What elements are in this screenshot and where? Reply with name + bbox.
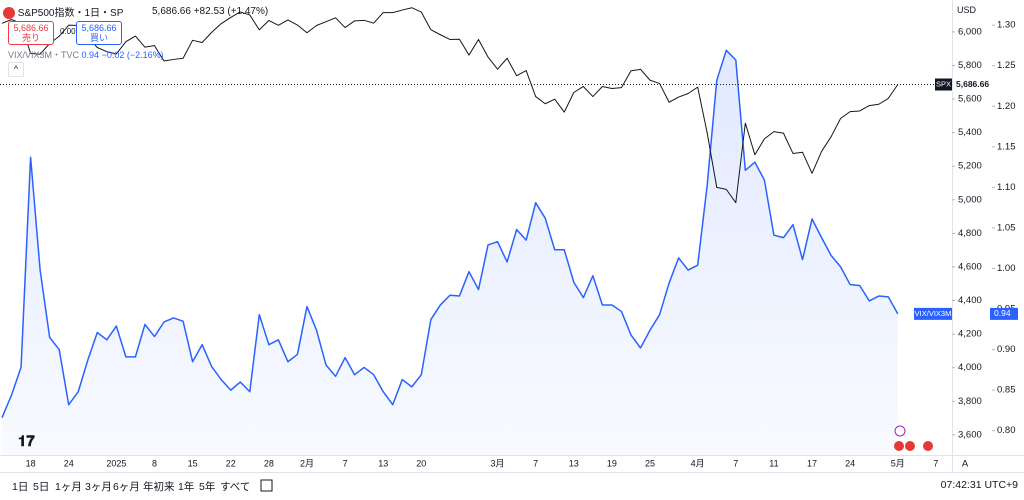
y2-tick-label: 1.25 [997,60,1016,71]
clock: 07:42:31 UTC+9 [940,479,1018,491]
x-tick-label: 7 [933,458,938,468]
value-tag [953,78,991,91]
x-tick-label: 13 [378,458,388,468]
range-button[interactable]: 1年 [178,481,195,493]
x-tick-label: 2025 [106,458,126,468]
range-button[interactable]: 年初来 [143,481,175,493]
value-tag [990,307,1018,320]
series-tag-name: SPX [936,79,951,88]
y2-tick-label: 1.30 [997,20,1016,31]
range-button[interactable]: 5日 [33,481,50,493]
line [1,7,899,204]
sell-price: 5,686.66 [13,23,49,33]
sell-button[interactable]: 5,686.66 売り [8,21,54,45]
range-button[interactable]: すべて [220,481,251,493]
range-button[interactable]: 3ヶ月 [85,481,112,493]
buy-label: 買い [89,33,108,43]
value-label: 0.94 [994,308,1011,318]
series-tag [914,307,952,320]
x-tick-label: 17 [807,458,817,468]
buy-price: 5,686.66 [81,23,117,33]
series-tag-name: VIX/VIX3M [915,309,952,318]
y-tick-label: 4,400 [958,295,982,306]
currency[interactable]: USD [957,5,977,15]
x-tick-label: 22 [226,458,236,468]
x-tick-label: 7 [533,458,538,468]
y-tick-label: 5,000 [958,194,982,205]
x-tick-label: 24 [845,458,855,468]
y-tick-label: 4,000 [958,362,982,373]
tv-logo: 𝟏𝟕 [18,433,35,450]
y2-tick-label: 1.00 [997,263,1016,274]
y-tick-label: 3,600 [958,429,982,440]
event-icon[interactable] [894,441,904,451]
legend-main: S&P500指数・1日・SP [3,4,124,20]
compare-value: 0.94 [81,50,100,60]
y-tick-label: 5,800 [958,60,982,71]
y-tick-label: 5,400 [958,127,982,138]
y2-tick-label: 0.85 [997,385,1016,396]
event-icon[interactable] [923,441,933,451]
range-button[interactable]: 5年 [199,481,216,493]
line [1,49,899,418]
x-tick-label: 19 [607,458,617,468]
x-tick-label: 5月 [891,458,905,468]
range-button[interactable]: 1ヶ月 [55,481,82,493]
y2-tick-label: 0.90 [997,344,1016,355]
event-icon[interactable] [905,441,915,451]
x-tick-label: 11 [769,458,778,468]
x-tick-label: 4月 [691,458,705,468]
x-tick-label: 7 [343,458,348,468]
y-tick-label: 5,600 [958,94,982,105]
range-button[interactable]: 1日 [12,481,29,493]
y2-tick-label: 1.20 [997,101,1016,112]
y-tick-label: 6,000 [958,26,982,37]
y-tick-label: 5,200 [958,161,982,172]
x-tick-label: 8 [152,458,157,468]
y2-tick-label: 0.80 [997,425,1016,436]
y2-tick-label: 1.05 [997,222,1016,233]
x-tick-label: 25 [645,458,655,468]
y2-tick-label: 1.10 [997,182,1016,193]
symbol-title[interactable]: S&P500指数・1日・SP [17,8,124,19]
y-tick-label: 4,600 [958,261,982,272]
compare-change: −0.02 (−2.16%) [101,50,164,60]
value-label: 5,686.66 [956,79,989,89]
x-tick-label: 24 [64,458,74,468]
buy-button[interactable]: 5,686.66 買い [76,21,122,45]
sell-label: 売り [21,33,40,43]
calendar-icon[interactable] [260,479,273,492]
y2-tick-label: 1.15 [997,141,1016,152]
spread: 0.00 [60,27,76,36]
x-tick-label: 7 [733,458,738,468]
y-tick-label: 3,800 [958,396,982,407]
range-button[interactable]: 6ヶ月 [113,481,140,493]
x-tick-label: 18 [26,458,36,468]
x-tick-label: 3月 [491,458,505,468]
series-tag [935,78,952,91]
x-tick-label: 15 [188,458,198,468]
last-price: 5,686.66 [152,6,191,17]
compare-symbol[interactable]: VIX/VIX3M・TVC [8,50,80,60]
x-tick-label: 13 [569,458,579,468]
area [2,50,898,455]
symbol-icon [3,7,15,20]
x-tick-label: 20 [416,458,426,468]
x-tick-label: 28 [264,458,274,468]
x-tick-label: 2月 [300,458,314,468]
plot-layer [0,7,952,455]
price-line: 5,686.66 +82.53 (+1.47%) [152,6,268,17]
y-tick-label: 4,200 [958,329,982,340]
auto-scale[interactable]: A [962,459,969,470]
legend-compare: VIX/VIX3M・TVC 0.94 −0.02 (−2.16%) [8,48,164,61]
collapse-button[interactable]: ^ [8,62,24,77]
y-tick-label: 4,800 [958,228,982,239]
event-icon[interactable] [894,425,906,437]
price-change: +82.53 (+1.47%) [193,6,269,17]
